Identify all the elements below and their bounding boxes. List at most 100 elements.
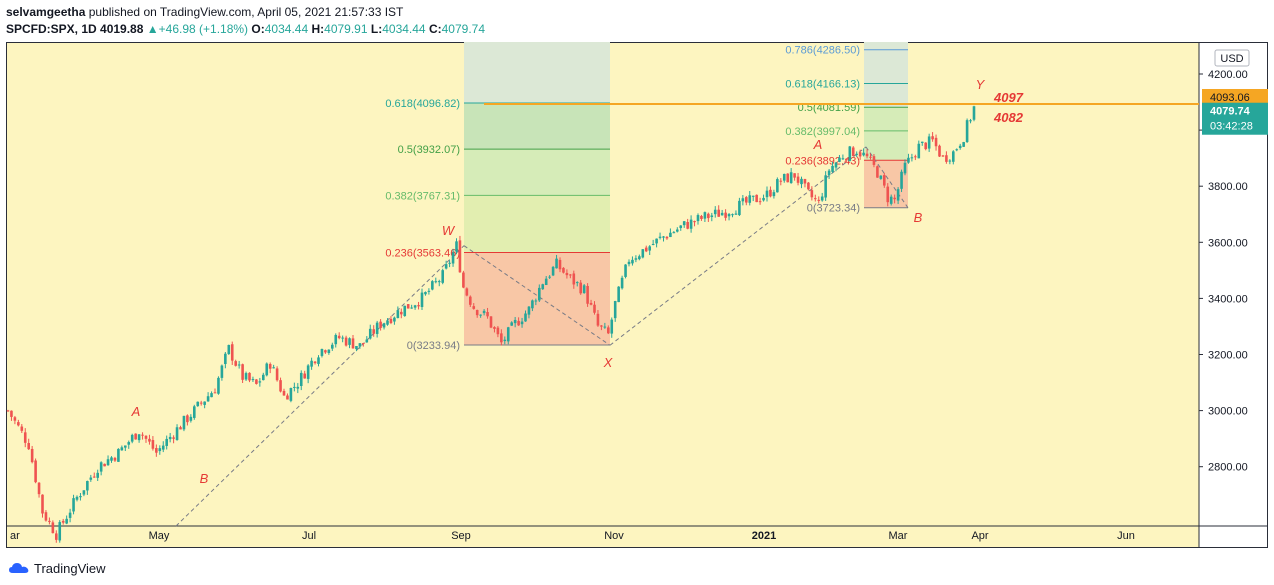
candle-body bbox=[272, 367, 275, 369]
candle-body bbox=[638, 256, 641, 260]
candle-body bbox=[186, 415, 189, 423]
wave-label: X bbox=[603, 355, 614, 370]
candle-body bbox=[662, 236, 665, 238]
candle-body bbox=[58, 522, 62, 541]
candle-body bbox=[193, 406, 196, 418]
candle-body bbox=[796, 176, 800, 183]
candle-body bbox=[538, 287, 541, 301]
candle-body bbox=[286, 395, 289, 400]
time-tick-label: Nov bbox=[604, 530, 624, 542]
candle-body bbox=[458, 240, 462, 273]
wave-line-x-a bbox=[609, 146, 867, 346]
candle-body bbox=[807, 182, 810, 190]
author-name[interactable]: selvamgeetha bbox=[6, 5, 86, 19]
fib1-level-label: 0.236(3563.46) bbox=[385, 248, 460, 260]
candle-body bbox=[234, 361, 237, 366]
candle-body bbox=[741, 198, 745, 202]
candle-body bbox=[827, 170, 831, 176]
target-label: 4097 bbox=[993, 90, 1024, 105]
candle-body bbox=[324, 350, 327, 353]
candle-body bbox=[858, 152, 862, 157]
candle-body bbox=[296, 386, 300, 389]
chart-container[interactable]: 0(3233.94) 0.236(3563.46) 0.382(3767.31) 0.… bbox=[6, 42, 1268, 548]
candle-body bbox=[51, 522, 55, 534]
fib2-level-label: 0(3723.34) bbox=[807, 203, 860, 215]
candle-body bbox=[393, 317, 396, 322]
candle-body bbox=[700, 215, 703, 219]
candle-body bbox=[903, 162, 907, 174]
candle-body bbox=[972, 106, 976, 120]
candle-body bbox=[879, 175, 883, 179]
candle-body bbox=[224, 353, 227, 365]
candle-body bbox=[531, 300, 534, 309]
fib1-level-label: 0.5(3932.07) bbox=[398, 144, 460, 156]
candle-body bbox=[841, 158, 845, 160]
candle-body bbox=[124, 445, 127, 448]
candle-body bbox=[872, 156, 876, 165]
candle-body bbox=[10, 410, 13, 417]
time-tick-label: May bbox=[149, 530, 170, 542]
candle-body bbox=[834, 162, 838, 168]
fib1-level-label: 0.382(3767.31) bbox=[385, 190, 460, 202]
candle-body bbox=[99, 462, 103, 472]
candle-body bbox=[462, 272, 465, 288]
candle-body bbox=[817, 199, 821, 201]
candle-body bbox=[555, 258, 558, 269]
price-chart[interactable]: 0(3233.94) 0.236(3563.46) 0.382(3767.31) 0.… bbox=[6, 42, 1268, 548]
tradingview-brand[interactable]: TradingView bbox=[34, 560, 106, 576]
publish-text: published on TradingView.com, April 05, … bbox=[88, 5, 404, 19]
candle-body bbox=[889, 196, 893, 204]
symbol-label: SPCFD:SPX, 1D bbox=[6, 22, 97, 36]
candle-body bbox=[103, 463, 106, 467]
candle-body bbox=[86, 481, 89, 491]
candle-body bbox=[803, 178, 807, 184]
candle-body bbox=[396, 310, 400, 318]
candle-body bbox=[569, 274, 572, 276]
fib2-zone-mid bbox=[864, 107, 908, 161]
candle-body bbox=[769, 189, 772, 197]
candle-body bbox=[320, 348, 324, 356]
candle-body bbox=[727, 214, 731, 217]
candle-body bbox=[341, 337, 344, 339]
candle-body bbox=[403, 305, 407, 317]
wave-label: B bbox=[200, 471, 209, 486]
candle-body bbox=[465, 288, 469, 296]
change-up-icon: ▲ bbox=[146, 22, 159, 36]
wave-line-to-w bbox=[175, 245, 465, 527]
candle-body bbox=[469, 296, 472, 305]
candle-body bbox=[765, 190, 769, 198]
candle-body bbox=[168, 436, 172, 440]
candle-body bbox=[814, 198, 817, 200]
candle-body bbox=[455, 241, 458, 252]
candle-body bbox=[755, 194, 758, 203]
candle-body bbox=[317, 357, 320, 364]
last-price: 4019.88 bbox=[100, 22, 144, 36]
candle-body bbox=[800, 178, 803, 185]
wave-label: W bbox=[442, 223, 456, 238]
candle-body bbox=[199, 402, 203, 404]
candle-body bbox=[20, 426, 24, 431]
candle-body bbox=[37, 482, 41, 495]
candle-body bbox=[431, 281, 434, 290]
candle-body bbox=[362, 343, 365, 345]
candle-body bbox=[275, 368, 279, 381]
time-axis[interactable]: ar May Jul Sep Nov 2021 Mar Apr Jun bbox=[10, 530, 1135, 542]
candle-body bbox=[241, 364, 244, 380]
candle-body bbox=[441, 270, 444, 283]
candle-body bbox=[379, 321, 382, 328]
candle-body bbox=[500, 333, 503, 343]
currency-label[interactable]: USD bbox=[1220, 53, 1243, 65]
candle-body bbox=[230, 344, 234, 361]
candle-body bbox=[682, 221, 686, 226]
candle-body bbox=[745, 197, 748, 203]
candle-body bbox=[613, 300, 617, 319]
currency-button[interactable] bbox=[1214, 49, 1250, 67]
price-axis[interactable]: 4200.004000.003800.003600.003400.003200.… bbox=[1199, 49, 1268, 474]
candle-body bbox=[724, 212, 727, 218]
price-tick-label: 3800.00 bbox=[1208, 181, 1248, 193]
close-value: 4079.74 bbox=[441, 22, 486, 36]
candle-body bbox=[572, 273, 576, 285]
candle-body bbox=[665, 236, 669, 239]
candle-body bbox=[607, 327, 610, 334]
candle-body bbox=[558, 259, 562, 270]
